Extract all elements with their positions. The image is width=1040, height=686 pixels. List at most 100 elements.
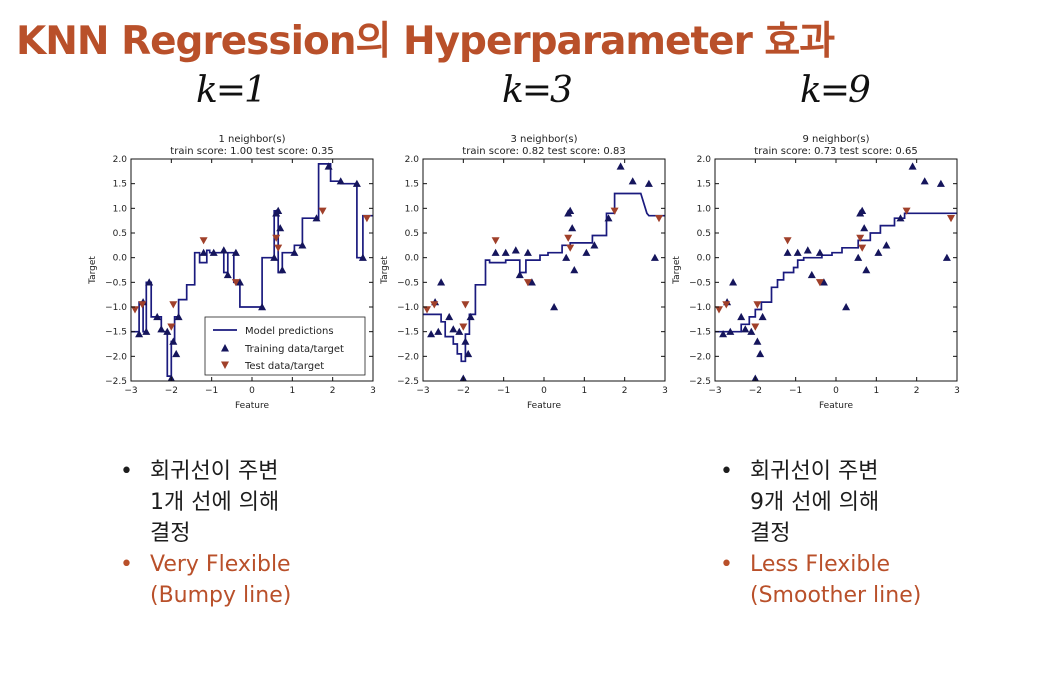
y-tick-label: 0.5 xyxy=(405,229,419,239)
test-point xyxy=(858,244,867,252)
y-tick-label: 1.5 xyxy=(697,180,711,190)
x-tick-label: 2 xyxy=(622,386,628,396)
chart-3: 9 neighbor(s)train score: 0.73 test scor… xyxy=(672,134,960,411)
training-point xyxy=(270,253,279,261)
training-point xyxy=(437,278,446,286)
y-tick-label: −2.5 xyxy=(397,377,419,387)
training-point xyxy=(352,179,361,187)
training-point xyxy=(464,349,473,358)
y-tick-label: 2.0 xyxy=(697,155,712,165)
legend: Model predictions Training data/target Tes… xyxy=(204,316,366,376)
x-tick-label: −2 xyxy=(749,386,762,396)
note-left-1-text: 회귀선이 주변 1개 선에 의해 결정 xyxy=(150,459,280,546)
y-tick-label: −1.0 xyxy=(689,303,711,313)
slide-title: KNN Regression의 Hyperparameter 효과 xyxy=(16,19,835,64)
test-point xyxy=(783,237,792,245)
test-point xyxy=(430,301,439,309)
training-point xyxy=(235,278,244,286)
y-tick-label: 1.5 xyxy=(113,180,127,190)
y-tick-label: −0.5 xyxy=(689,278,711,288)
x-tick-label: 1 xyxy=(581,386,587,396)
x-tick-label: −2 xyxy=(457,386,470,396)
training-point xyxy=(874,248,883,256)
training-point xyxy=(753,337,762,345)
test-point xyxy=(169,301,178,309)
y-tick-label: 1.0 xyxy=(405,204,420,214)
legend-box xyxy=(204,316,366,376)
training-point xyxy=(336,177,345,185)
test-point xyxy=(722,301,731,309)
test-point xyxy=(902,207,911,215)
y-tick-label: 0.0 xyxy=(697,254,712,264)
training-point xyxy=(466,312,475,321)
y-tick-label: −2.0 xyxy=(689,352,711,362)
chart-title: 3 neighbor(s) xyxy=(510,134,577,145)
training-point xyxy=(650,253,659,261)
test-point xyxy=(523,279,532,287)
test-point xyxy=(610,207,619,215)
x-tick-label: −1 xyxy=(789,386,802,396)
bullet-dot-icon: • xyxy=(120,552,133,577)
handwritten-label-k9: k=9 xyxy=(800,70,871,111)
y-tick-label: 0.0 xyxy=(113,254,128,264)
training-point xyxy=(491,248,500,256)
test-point xyxy=(815,279,824,287)
training-point xyxy=(920,177,929,185)
y-tick-label: −2.5 xyxy=(105,377,127,387)
y-tick-label: 0.5 xyxy=(113,229,127,239)
bullet-dot-icon: • xyxy=(720,552,733,577)
training-point xyxy=(163,327,172,335)
legend-test-swatch xyxy=(221,361,229,369)
test-point xyxy=(138,301,147,309)
training-point xyxy=(145,278,154,286)
training-point xyxy=(324,162,333,170)
y-tick-label: −1.5 xyxy=(105,328,127,338)
training-point xyxy=(582,248,591,256)
y-tick-label: −2.0 xyxy=(105,352,127,362)
note-right-1: • 회귀선이 주변 9개 선에 의해 결정 xyxy=(718,456,921,549)
test-point xyxy=(655,215,663,223)
training-point xyxy=(842,303,851,311)
chart-subtitle: train score: 0.73 test score: 0.65 xyxy=(754,146,917,157)
test-point xyxy=(274,244,283,252)
training-point xyxy=(278,266,287,274)
training-point xyxy=(274,206,283,214)
bullet-dot-icon: • xyxy=(120,459,133,484)
training-point xyxy=(461,337,470,345)
training-point xyxy=(562,253,571,261)
training-point xyxy=(566,206,575,214)
legend-label: Training data/target xyxy=(244,344,344,355)
training-point xyxy=(729,278,738,286)
training-point xyxy=(135,330,144,338)
training-point xyxy=(793,248,802,256)
y-tick-label: 0.5 xyxy=(697,229,711,239)
training-point xyxy=(550,303,559,311)
training-point xyxy=(142,327,151,335)
y-tick-label: −1.5 xyxy=(689,328,711,338)
note-right-2-text: Less Flexible (Smoother line) xyxy=(750,552,922,608)
y-tick-label: 0.0 xyxy=(405,254,420,264)
x-tick-label: 2 xyxy=(914,386,920,396)
x-tick-label: −3 xyxy=(124,386,137,396)
x-axis-label: Feature xyxy=(235,401,269,411)
training-point xyxy=(449,325,458,333)
test-point xyxy=(423,306,431,314)
test-point xyxy=(751,323,760,331)
plot-series xyxy=(131,162,373,381)
notes-right: • 회귀선이 주변 9개 선에 의해 결정 • Less Flexible (S… xyxy=(718,456,921,611)
note-left-1: • 회귀선이 주변 1개 선에 의해 결정 xyxy=(118,456,291,549)
training-point xyxy=(358,253,367,261)
bullet-dot-icon: • xyxy=(720,459,733,484)
training-point xyxy=(616,162,625,170)
y-axis-label: Target xyxy=(672,256,682,285)
chart-subtitle: train score: 1.00 test score: 0.35 xyxy=(170,146,333,157)
model-prediction-line xyxy=(715,212,957,333)
chart-1: 1 neighbor(s)train score: 1.00 test scor… xyxy=(88,134,376,411)
note-right-2: • Less Flexible (Smoother line) xyxy=(718,549,921,611)
training-point xyxy=(231,248,240,256)
test-point xyxy=(947,215,955,223)
training-point xyxy=(568,224,577,232)
training-point xyxy=(908,162,917,170)
training-point xyxy=(427,330,436,338)
